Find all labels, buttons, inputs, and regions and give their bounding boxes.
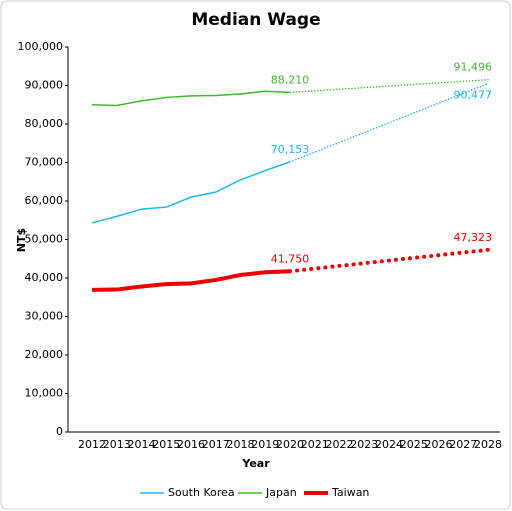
data-label: 91,496 — [454, 61, 493, 74]
x-tick-label: 2022 — [326, 438, 354, 451]
series-line — [91, 161, 291, 224]
series-line — [91, 269, 291, 292]
y-tick-label: 0 — [56, 425, 63, 438]
forecast-line — [289, 82, 489, 163]
x-tick-label: 2019 — [251, 438, 279, 451]
forecast-line — [288, 247, 490, 274]
y-tick-label: 70,000 — [25, 156, 64, 169]
x-tick-label: 2017 — [202, 438, 230, 451]
x-tick-label: 2021 — [301, 438, 329, 451]
x-tick-label: 2013 — [103, 438, 131, 451]
data-label: 90,477 — [454, 89, 493, 102]
x-tick-label: 2014 — [128, 438, 156, 451]
y-tick-label: 50,000 — [25, 233, 64, 246]
y-tick-label: 90,000 — [25, 79, 64, 92]
y-tick-label: 10,000 — [25, 387, 64, 400]
data-label: 88,210 — [271, 73, 310, 86]
data-label: 41,750 — [271, 252, 310, 265]
x-tick-label: 2012 — [78, 438, 106, 451]
y-tick-label: 40,000 — [25, 271, 64, 284]
data-label: 47,323 — [454, 231, 493, 244]
forecast-line — [289, 78, 489, 94]
x-tick-label: 2024 — [375, 438, 403, 451]
legend-label: South Korea — [168, 486, 235, 499]
series-line — [91, 90, 291, 107]
legend-label: Taiwan — [331, 486, 369, 499]
x-tick-label: 2026 — [425, 438, 453, 451]
x-tick-label: 2016 — [177, 438, 205, 451]
y-tick-label: 20,000 — [25, 348, 64, 361]
y-tick-label: 100,000 — [18, 40, 64, 53]
y-tick-label: 60,000 — [25, 194, 64, 207]
x-tick-label: 2028 — [474, 438, 502, 451]
y-axis-label: NT$ — [15, 228, 28, 252]
x-tick-label: 2023 — [350, 438, 378, 451]
x-tick-label: 2027 — [449, 438, 477, 451]
legend-label: Japan — [265, 486, 297, 499]
y-tick-label: 80,000 — [25, 117, 64, 130]
x-axis-label: Year — [241, 457, 270, 470]
chart-title: Median Wage — [191, 10, 320, 30]
x-tick-label: 2018 — [227, 438, 255, 451]
y-tick-label: 30,000 — [25, 310, 64, 323]
x-tick-label: 2015 — [152, 438, 180, 451]
x-tick-label: 2025 — [400, 438, 428, 451]
data-label: 70,153 — [271, 143, 310, 156]
x-tick-label: 2020 — [276, 438, 304, 451]
